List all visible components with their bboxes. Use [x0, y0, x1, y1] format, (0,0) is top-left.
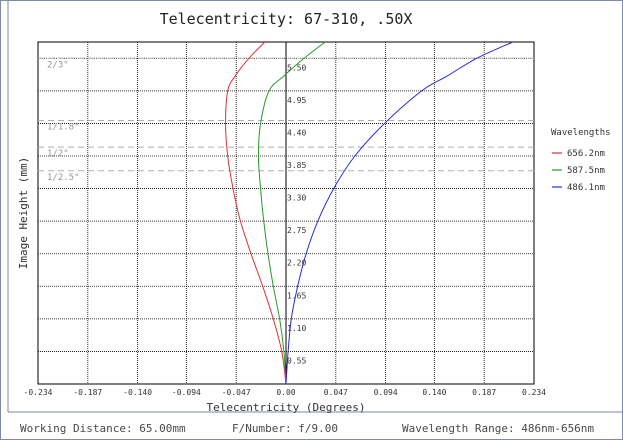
y-tick-label: 1.65 [287, 291, 306, 300]
y-tick-label: 2.20 [287, 259, 306, 268]
x-tick-label: 0.00 [276, 388, 295, 397]
x-tick-label: 0.187 [472, 388, 496, 397]
sensor-format-label: 1/1.8" [47, 122, 80, 132]
sensor-format-lines: 2/3" 1/1.8" 1/2" 1/2.5" [38, 57, 534, 183]
series-line-486.1nm [285, 41, 514, 385]
y-tick-label: 5.50 [287, 63, 306, 72]
x-tick-label: -0.234 [24, 388, 53, 397]
sensor-format-label: 1/2.5" [47, 173, 80, 183]
y-tick-label: 0.55 [287, 356, 306, 365]
y-tick-label: 1.10 [287, 324, 306, 333]
sensor-format-label: 2/3" [47, 60, 69, 70]
x-tick-label: -0.094 [172, 388, 201, 397]
y-tick-label: 4.40 [287, 128, 306, 137]
x-tick-label: 0.047 [324, 388, 348, 397]
y-tick-label: 3.30 [287, 194, 306, 203]
x-tick-label: -0.047 [222, 388, 251, 397]
legend-title: Wavelengths [551, 128, 611, 138]
y-tick-label: 2.75 [287, 226, 306, 235]
legend-entry-label: 587.5nm [567, 166, 605, 176]
y-tick-labels: 0.55 1.10 1.65 2.20 2.75 3.30 3.85 4.40 4.95 5.50 [287, 63, 306, 365]
series-line-656.2nm [225, 41, 287, 385]
x-tick-label: 0.234 [522, 388, 546, 397]
x-tick-label: -0.140 [123, 388, 152, 397]
x-tick-labels: -0.234 -0.187 -0.140 -0.094 -0.047 0.00 0.047 0… [24, 388, 547, 397]
y-tick-label: 3.85 [287, 161, 306, 170]
x-tick-label: 0.140 [422, 388, 446, 397]
f-number-text: F/Number: f/9.00 [232, 422, 338, 435]
x-tick-label: 0.094 [374, 388, 398, 397]
x-tick-label: -0.187 [73, 388, 102, 397]
legend-entry-label: 656.2nm [567, 149, 605, 159]
x-axis-label: Telecentricity (Degrees) [207, 401, 366, 414]
wavelength-range-text: Wavelength Range: 486nm-656nm [402, 422, 595, 435]
footer-bar: Working Distance: 65.00mm F/Number: f/9.… [0, 412, 623, 440]
working-distance-text: Working Distance: 65.00mm [20, 422, 186, 435]
sensor-format-label: 1/2" [47, 149, 69, 159]
legend-entry-label: 486.1nm [567, 183, 605, 193]
data-series [225, 41, 514, 385]
y-axis-label: Image Height (mm) [17, 157, 30, 270]
y-tick-label: 4.95 [287, 96, 306, 105]
legend: Wavelengths 656.2nm 587.5nm 486.1nm [551, 128, 611, 193]
grid [37, 41, 535, 385]
series-line-587.5nm [257, 41, 326, 385]
chart-title: Telecentricity: 67-310, .50X [160, 10, 413, 28]
